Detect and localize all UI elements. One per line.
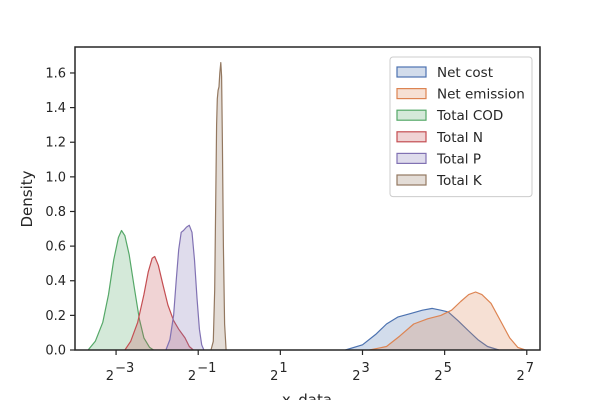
x-axis-label: x_data <box>282 391 332 400</box>
legend-swatch <box>396 152 427 164</box>
density-line-3 <box>124 255 194 351</box>
legend-entry: Total P <box>396 151 481 167</box>
y-tick-label: 0.6 <box>45 240 66 255</box>
legend-label: Total COD <box>436 108 503 124</box>
legend-entry: Net cost <box>396 65 493 81</box>
y-tick-label: 1.2 <box>45 136 66 151</box>
x-tick-base: 2 <box>352 369 360 384</box>
y-tick-label: 0.2 <box>45 309 66 324</box>
x-tick-base: 2 <box>270 369 278 384</box>
x-tick-exponent: 7 <box>526 361 534 376</box>
density-fill-1 <box>369 292 526 350</box>
density-fill-0 <box>345 308 499 350</box>
density-fill-2 <box>88 230 154 350</box>
y-tick-label: 1.6 <box>45 66 66 81</box>
density-line-2 <box>87 229 154 351</box>
legend-entry: Net emission <box>396 87 525 103</box>
x-tick-exponent: 5 <box>444 361 452 376</box>
x-tick-label: 2−3 <box>106 361 134 384</box>
x-tick-exponent: 3 <box>361 361 369 376</box>
legend-entry: Total COD <box>396 108 503 124</box>
legend-swatch <box>396 66 427 78</box>
x-tick-base: 2 <box>516 369 524 384</box>
density-fill-4 <box>165 225 204 350</box>
legend-label: Net emission <box>437 87 525 103</box>
y-axis-label: Density <box>18 170 36 227</box>
legend-swatch <box>396 131 427 143</box>
legend-label: Total N <box>436 130 483 146</box>
density-fill-5 <box>211 62 227 350</box>
y-tick-label: 0.0 <box>45 344 66 359</box>
density-line-4 <box>165 224 205 351</box>
legend-label: Total P <box>436 151 481 167</box>
legend-swatch <box>396 87 427 100</box>
legend-entry: Total K <box>396 173 483 189</box>
x-tick-label: 27 <box>516 361 534 384</box>
y-tick-label: 1.4 <box>45 101 66 116</box>
y-tick-label: 0.4 <box>45 274 66 289</box>
plot-area <box>87 62 526 351</box>
legend-swatch <box>396 109 427 121</box>
legend-label: Net cost <box>437 65 493 81</box>
density-line-5 <box>210 62 227 351</box>
plot-frame <box>74 46 541 351</box>
x-tick-exponent: 1 <box>279 361 287 376</box>
legend-label: Total K <box>436 173 483 189</box>
legend-entry: Total N <box>396 130 483 146</box>
y-tick-label: 0.8 <box>45 205 66 220</box>
density-fill-3 <box>124 256 194 350</box>
x-tick-exponent: −3 <box>115 361 134 376</box>
x-tick-label: 25 <box>434 361 452 384</box>
legend-swatch <box>396 174 427 186</box>
x-tick-base: 2 <box>188 369 196 384</box>
x-tick-exponent: −1 <box>197 361 216 376</box>
density-line-0 <box>345 307 500 351</box>
x-tick-base: 2 <box>434 369 442 384</box>
legend: Net cost Net emission Total COD Total N Tota… <box>389 56 533 198</box>
density-line-1 <box>369 291 526 351</box>
axes: 0.00.20.40.60.81.01.21.41.62−32−12123252… <box>45 46 541 384</box>
x-tick-label: 21 <box>270 361 288 384</box>
x-tick-label: 23 <box>352 361 370 384</box>
x-tick-label: 2−1 <box>188 361 216 384</box>
y-tick-label: 1.0 <box>45 170 66 185</box>
x-tick-base: 2 <box>106 369 114 384</box>
